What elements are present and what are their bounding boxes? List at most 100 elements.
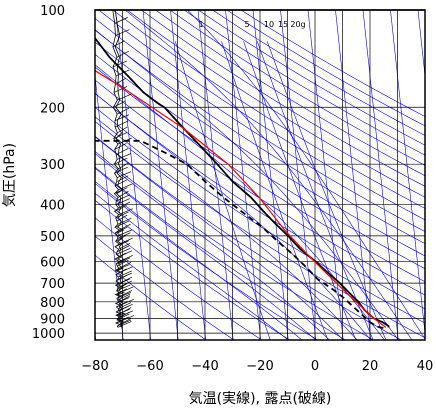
moist-adiabat-line	[187, 10, 425, 340]
wind-barb	[114, 240, 130, 247]
isotherm-line	[307, 10, 344, 340]
dry-adiabat-line	[95, 150, 374, 340]
dry-adiabat-line	[141, 10, 425, 187]
wind-barb	[115, 198, 130, 205]
wind-barb	[117, 229, 132, 237]
wind-barb	[115, 235, 127, 242]
barb-staff	[112, 10, 122, 328]
y-axis-title: 気圧(hPa)	[2, 143, 18, 207]
moist-adiabat-line	[95, 167, 316, 340]
dry-adiabat-line	[95, 217, 262, 340]
mixing-ratio-labels: 1 5 10 15 20g	[198, 20, 305, 29]
wind-barb	[118, 270, 132, 278]
isotherm-line	[390, 10, 425, 336]
moist-adiabat-line	[95, 64, 385, 340]
wind-barb	[117, 282, 129, 290]
wind-barb	[117, 191, 129, 198]
wind-barb	[119, 298, 134, 306]
wind-barb	[117, 217, 132, 225]
isotherm-line	[115, 10, 151, 340]
wind-barb	[118, 242, 131, 250]
moist-adiabat-line	[95, 116, 358, 340]
wind-barb	[116, 245, 130, 253]
wind-barb	[115, 264, 130, 271]
dry-adiabat-line	[155, 10, 425, 177]
wind-barb	[117, 107, 130, 115]
wind-barb	[117, 232, 131, 239]
isotherm-line	[362, 10, 399, 340]
wind-barb	[113, 100, 126, 108]
wind-barb	[119, 318, 131, 325]
y-tick-label: 500	[40, 230, 65, 245]
wind-barb	[119, 286, 134, 294]
dry-adiabat-line	[183, 10, 425, 156]
reference-line	[95, 69, 387, 328]
dry-adiabat-line	[95, 18, 425, 232]
dry-adiabat-line	[95, 29, 425, 245]
wind-barb	[118, 261, 132, 269]
wind-barb	[116, 247, 131, 255]
isotherm-line	[142, 10, 179, 340]
wind-barb	[112, 10, 114, 11]
wind-barb	[114, 179, 128, 187]
x-tick-labels: −80 −60 −40 −20 0 20 40	[81, 359, 433, 374]
wind-barb	[118, 302, 131, 309]
dry-adiabat-line	[95, 166, 346, 340]
dry-adiabat-line	[169, 10, 425, 166]
moist-adiabat-line	[95, 29, 399, 340]
mixing-ratio-label: 1	[198, 20, 203, 29]
y-tick-label: 700	[40, 277, 65, 292]
thermo-background-lines	[95, 10, 425, 340]
wind-barb	[119, 315, 135, 322]
wind-barb	[114, 220, 129, 228]
dry-adiabat-line	[95, 93, 425, 310]
dry-adiabat-line	[95, 199, 290, 340]
wind-barb	[116, 148, 129, 155]
mixing-ratio-line	[266, 41, 387, 340]
wind-barb	[115, 211, 129, 219]
wind-barb	[115, 308, 130, 316]
wind-barb	[117, 319, 132, 327]
dry-adiabat-line	[98, 10, 425, 221]
wind-barb	[119, 290, 133, 297]
mixing-ratio-line	[221, 41, 329, 340]
plot-frame	[94, 9, 426, 341]
dry-adiabat-line	[112, 10, 425, 209]
mixing-ratio-label: 15	[278, 20, 288, 29]
isotherm-line	[252, 10, 289, 340]
x-axis-title: 気温(実線), 露点(破線)	[189, 391, 332, 407]
dry-adiabat-line	[127, 10, 425, 198]
wind-barb	[117, 293, 131, 301]
wind-barb	[117, 321, 132, 328]
isotherm-line	[197, 10, 234, 340]
wind-barb	[117, 126, 128, 134]
wind-barb	[118, 208, 133, 216]
mixing-ratio-label: 20g	[290, 20, 305, 29]
wind-barb	[117, 312, 130, 319]
wind-barb	[114, 114, 130, 121]
wind-barb	[113, 132, 128, 139]
isotherm-line	[280, 10, 316, 340]
wind-barb	[115, 316, 129, 324]
y-tick-label: 300	[40, 158, 65, 173]
dry-adiabat-line	[95, 53, 425, 269]
wind-barb	[116, 175, 129, 183]
mixing-ratio-label: 10	[264, 20, 274, 29]
isotherm-line	[335, 10, 371, 340]
moist-adiabat-line	[95, 92, 371, 340]
wind-barb	[114, 120, 129, 128]
moist-adiabat-line	[95, 136, 344, 340]
x-tick-label: 20	[362, 359, 379, 374]
wind-barb	[115, 226, 128, 234]
wind-barb	[116, 257, 131, 265]
wind-barb	[117, 259, 129, 267]
wind-barb	[115, 69, 130, 77]
mixing-ratio-label: 5	[244, 20, 249, 29]
dry-adiabat-line	[95, 66, 425, 283]
x-tick-label: −40	[191, 359, 218, 374]
dry-adiabat-line	[95, 79, 425, 296]
x-tick-label: 40	[417, 359, 434, 374]
wind-barb	[114, 205, 127, 212]
